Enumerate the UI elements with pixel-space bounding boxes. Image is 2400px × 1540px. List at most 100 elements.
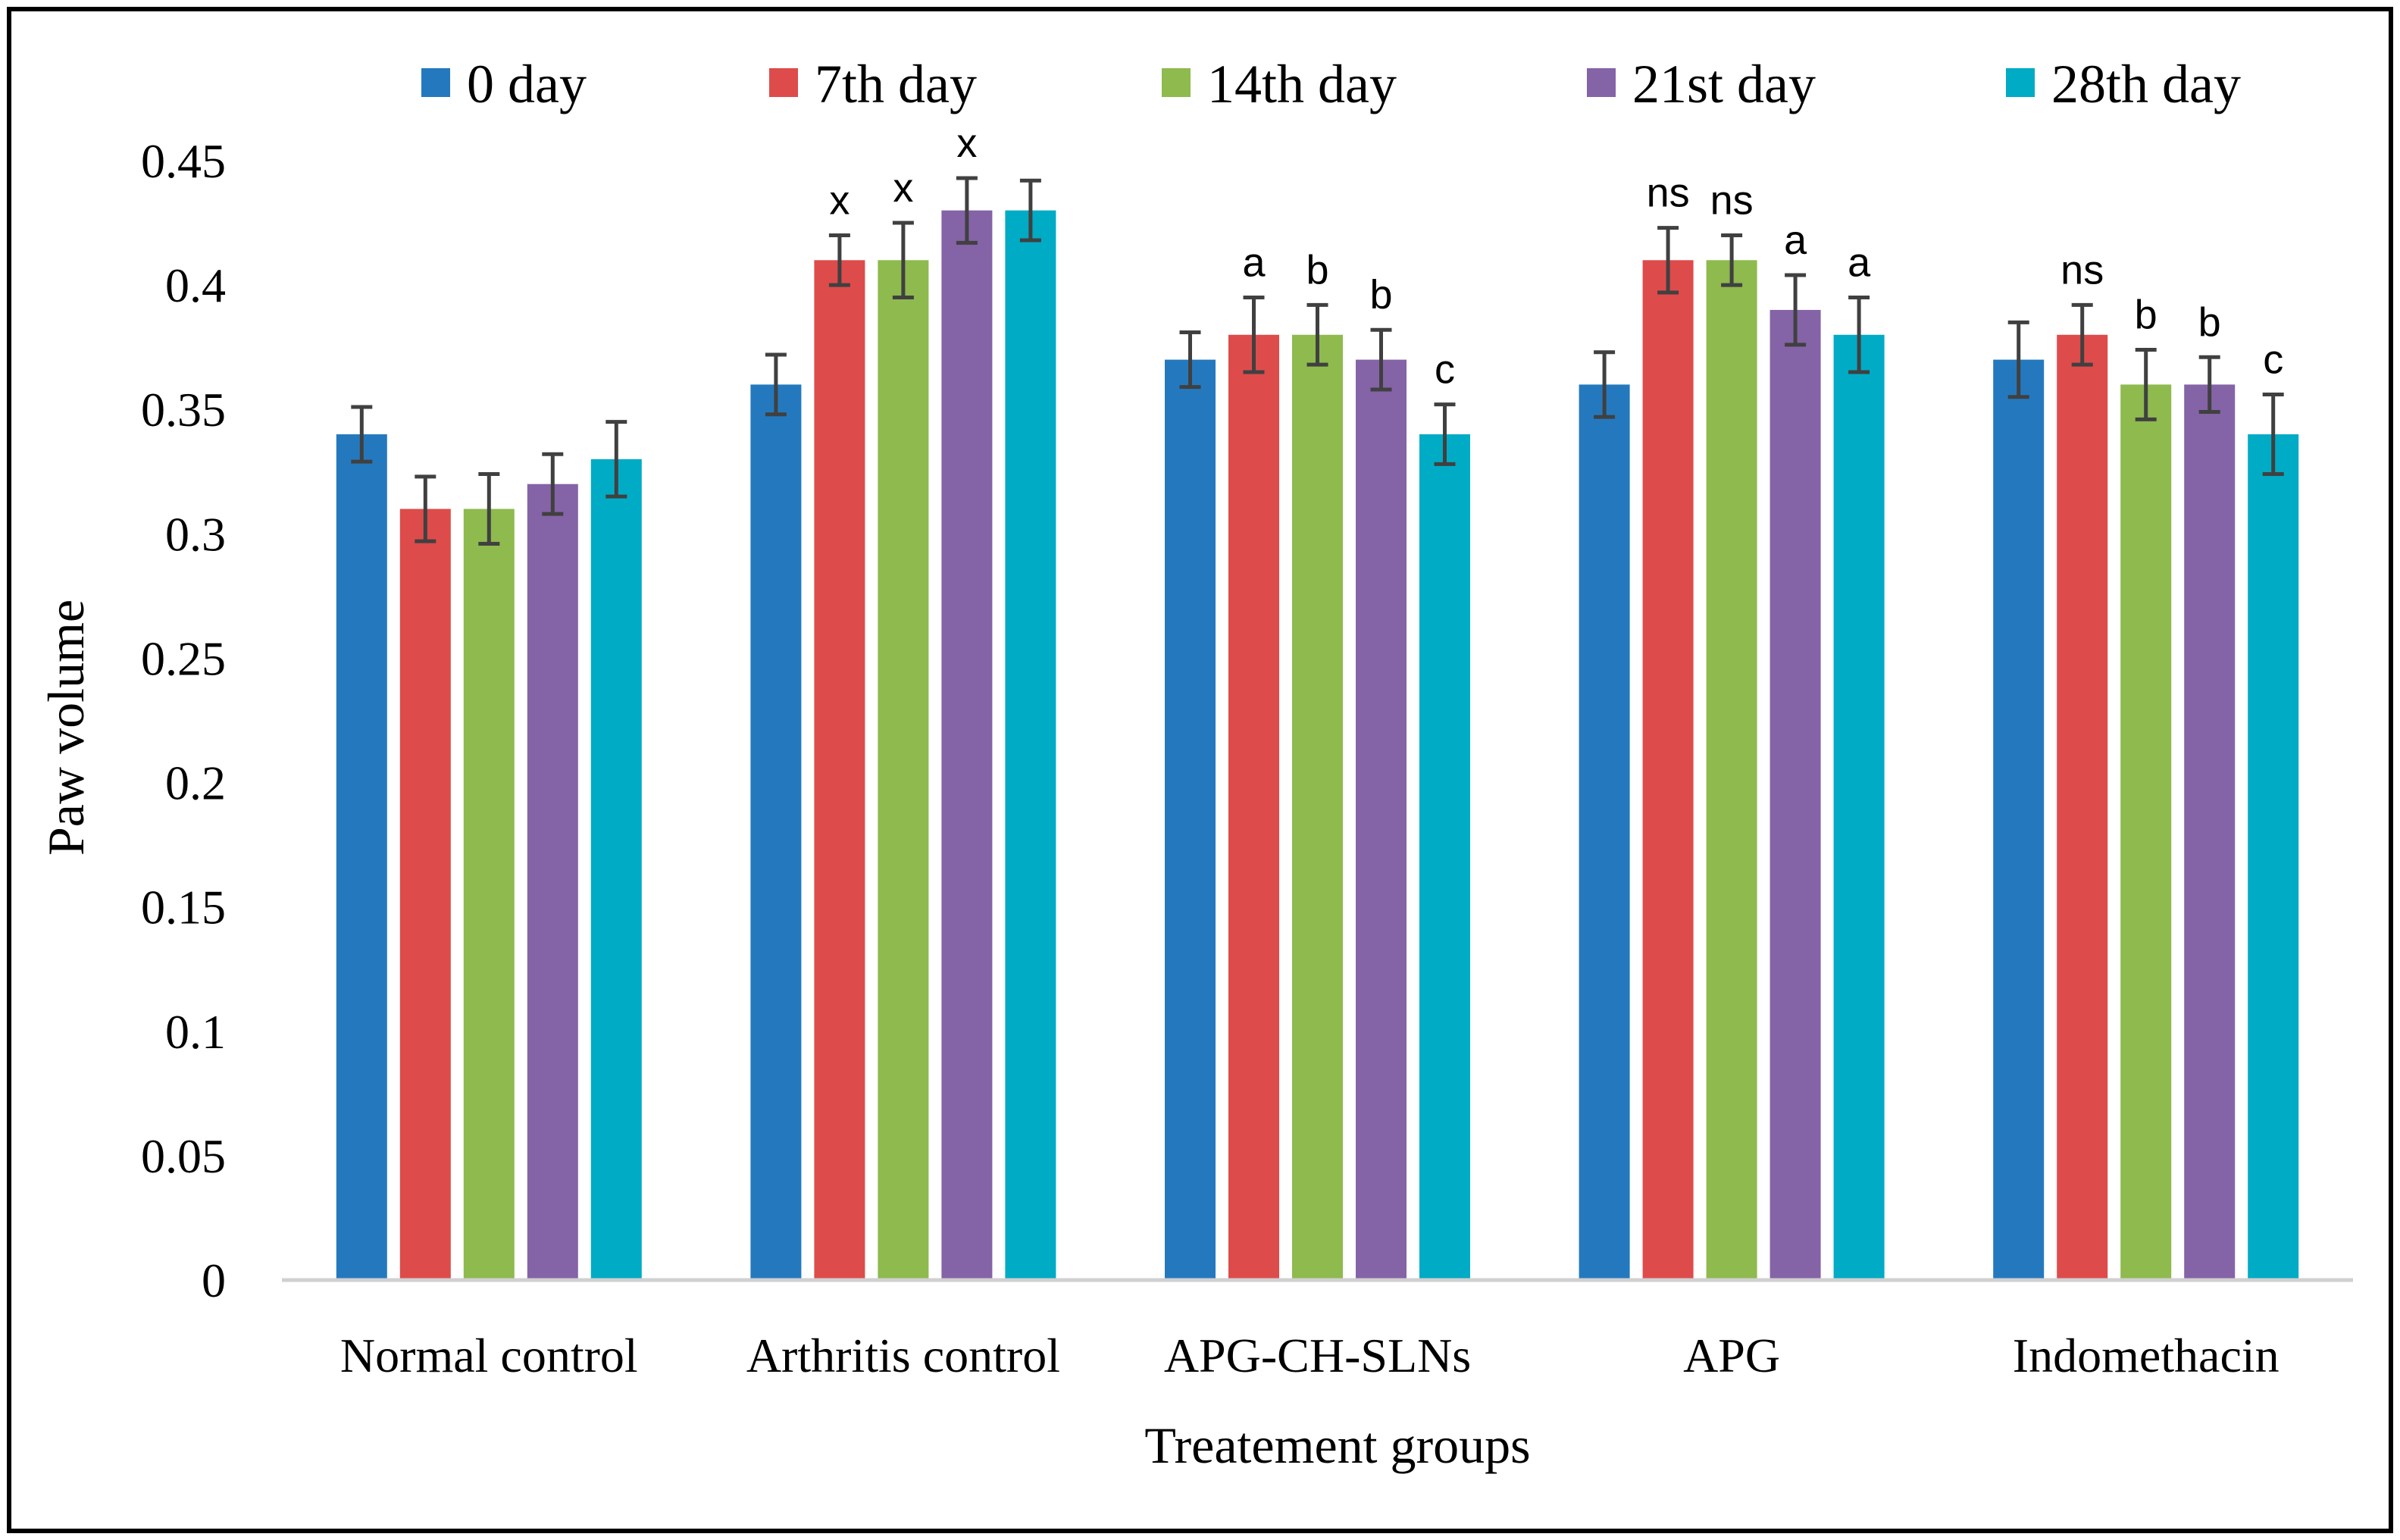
bar	[1833, 334, 1885, 1280]
bar	[399, 509, 451, 1280]
y-tick-label: 0.3	[165, 507, 226, 561]
bar	[814, 260, 865, 1281]
error-bar	[605, 420, 627, 499]
error-bar	[765, 352, 787, 417]
bar	[1292, 334, 1343, 1280]
error-bar	[956, 176, 978, 245]
error-bar	[2071, 302, 2093, 367]
significance-label: ns	[2060, 247, 2104, 293]
error-bar	[1848, 296, 1870, 374]
y-tick-label: 0.45	[141, 134, 226, 188]
y-tick-label: 0.35	[141, 383, 226, 437]
x-axis-ticks: Normal control Arthritis control APG-CH-SL…	[340, 1329, 2280, 1382]
significance-label: a	[1848, 240, 1871, 286]
error-bar	[1306, 302, 1328, 367]
bar	[2120, 384, 2172, 1280]
legend-swatch	[1587, 68, 1616, 97]
y-axis-title: Paw volume	[37, 599, 95, 856]
bar	[463, 509, 515, 1280]
error-bar	[892, 221, 914, 300]
legend-item: 14th day	[1162, 54, 1397, 114]
significance-label: ns	[1647, 171, 1690, 216]
legend-label: 7th day	[815, 54, 977, 114]
legend: 0 day 7th day 14th day 21st day 28th day	[421, 54, 2241, 114]
significance-label: x	[893, 165, 913, 211]
x-tick-label: Normal control	[340, 1329, 638, 1382]
legend-label: 0 day	[467, 54, 587, 114]
significance-label: b	[2135, 292, 2157, 337]
bar	[1642, 260, 1694, 1281]
legend-label: 21st day	[1632, 54, 1816, 114]
error-bar	[1019, 178, 1041, 243]
x-tick-label: APG	[1683, 1329, 1780, 1382]
bar	[336, 434, 387, 1280]
bar	[1165, 359, 1216, 1281]
error-bar	[1721, 233, 1743, 287]
legend-swatch	[769, 68, 798, 97]
error-bar	[415, 474, 437, 543]
bar	[2057, 334, 2108, 1280]
error-bar	[1179, 330, 1201, 390]
significance-label: a	[1784, 218, 1807, 263]
bar	[1005, 210, 1056, 1281]
error-bar	[1243, 296, 1265, 374]
legend-item: 7th day	[769, 54, 977, 114]
bar	[1356, 359, 1407, 1281]
x-tick-label: Indomethacin	[2013, 1329, 2280, 1382]
significance-label: ns	[1710, 177, 1754, 223]
bar	[1579, 384, 1630, 1280]
y-tick-label: 0.25	[141, 631, 226, 685]
error-bar	[2262, 393, 2284, 477]
significance-label: c	[1435, 347, 1455, 393]
legend-swatch	[2006, 68, 2035, 97]
bar	[2248, 434, 2299, 1280]
bars	[336, 210, 2299, 1281]
legend-swatch	[1162, 68, 1191, 97]
bar	[2184, 384, 2236, 1280]
significance-label: c	[2263, 337, 2283, 383]
legend-swatch	[421, 68, 450, 97]
bar	[590, 459, 642, 1280]
bar	[1993, 359, 2045, 1281]
error-bar	[2135, 347, 2157, 421]
y-tick-label: 0	[202, 1254, 226, 1307]
significance-label: b	[2198, 299, 2221, 345]
significance-label: b	[1306, 247, 1328, 293]
y-tick-label: 0.05	[141, 1129, 226, 1183]
bar	[527, 484, 578, 1280]
legend-item: 21st day	[1587, 54, 1816, 114]
significance-label: b	[1369, 272, 1392, 318]
bar	[1769, 309, 1821, 1280]
x-tick-label: Arthritis control	[746, 1329, 1060, 1382]
error-bar	[2198, 355, 2220, 415]
error-bar	[1657, 226, 1679, 295]
bar	[878, 260, 929, 1281]
significance-label: x	[956, 121, 977, 166]
error-bar	[828, 233, 850, 287]
error-bar	[478, 472, 500, 546]
legend-label: 28th day	[2051, 54, 2241, 114]
y-tick-label: 0.15	[141, 881, 226, 934]
significance-label: a	[1242, 240, 1266, 286]
error-bar	[1370, 327, 1392, 392]
legend-label: 14th day	[1207, 54, 1397, 114]
error-bar	[1785, 273, 1807, 347]
bar	[941, 210, 993, 1281]
legend-item: 28th day	[2006, 54, 2241, 114]
error-bars	[351, 176, 2284, 546]
significance-label: x	[829, 177, 850, 223]
bar	[1706, 260, 1757, 1281]
bar	[1228, 334, 1279, 1280]
y-tick-label: 0.2	[165, 756, 226, 810]
error-bar	[1594, 350, 1616, 419]
error-bar	[351, 405, 373, 464]
legend-item: 0 day	[421, 54, 587, 114]
y-axis-ticks: 0 0.05 0.1 0.15 0.2 0.25 0.3 0.35 0.4 0.45	[141, 134, 226, 1307]
error-bar	[542, 452, 564, 516]
error-bar	[2007, 320, 2029, 399]
error-bar	[1434, 402, 1456, 466]
bar	[1419, 434, 1470, 1280]
y-tick-label: 0.1	[165, 1005, 226, 1059]
